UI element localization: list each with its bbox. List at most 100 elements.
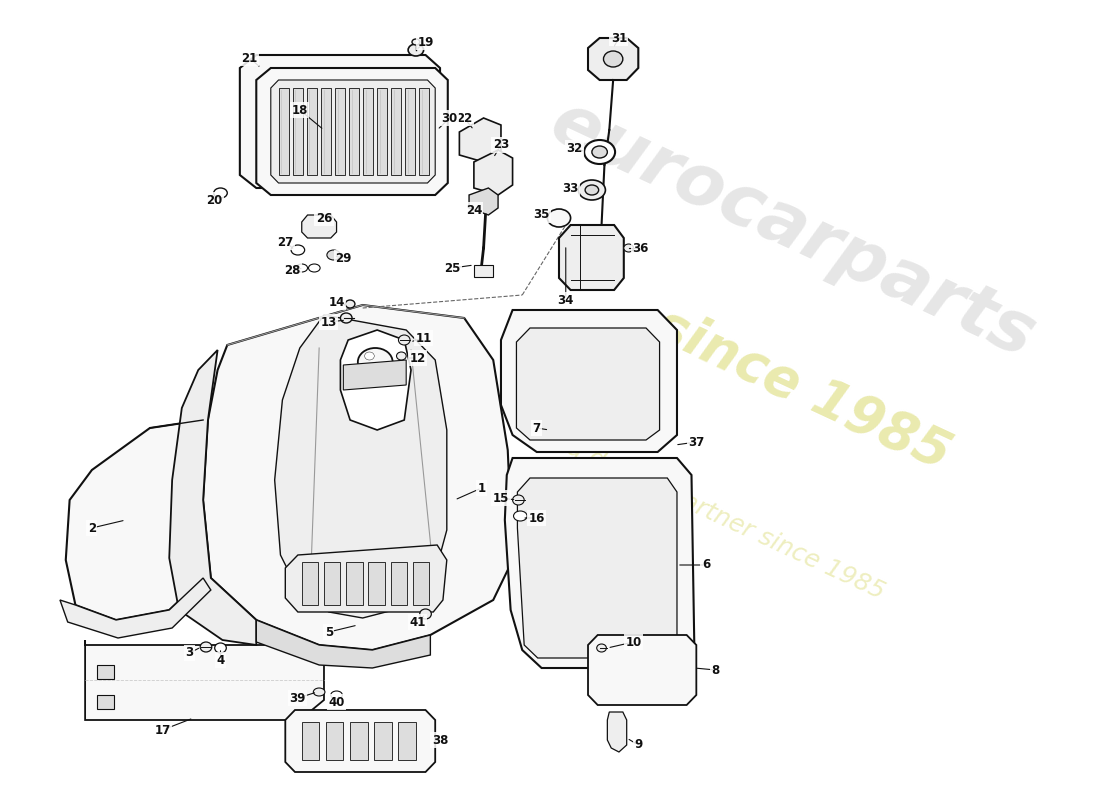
Text: 16: 16 (529, 511, 544, 525)
Polygon shape (334, 88, 345, 175)
Ellipse shape (548, 209, 571, 227)
Text: 36: 36 (632, 242, 648, 254)
Polygon shape (349, 88, 360, 175)
Polygon shape (390, 88, 402, 175)
Text: 19: 19 (417, 35, 433, 49)
Ellipse shape (213, 188, 228, 198)
Polygon shape (474, 150, 513, 195)
Polygon shape (368, 562, 385, 605)
Text: 31: 31 (610, 31, 627, 45)
Text: 10: 10 (625, 635, 641, 649)
Text: 21: 21 (241, 51, 257, 65)
Polygon shape (346, 562, 363, 605)
Polygon shape (60, 578, 211, 638)
Text: 30: 30 (441, 111, 458, 125)
Ellipse shape (331, 691, 342, 699)
Text: 1: 1 (477, 482, 486, 494)
Ellipse shape (358, 348, 393, 376)
Ellipse shape (420, 609, 431, 619)
Text: 22: 22 (456, 111, 472, 125)
Polygon shape (278, 88, 289, 175)
Text: 15: 15 (493, 491, 509, 505)
Polygon shape (85, 640, 324, 720)
Polygon shape (398, 722, 416, 760)
Polygon shape (326, 722, 343, 760)
Text: 29: 29 (336, 251, 352, 265)
Ellipse shape (592, 146, 607, 158)
Polygon shape (275, 315, 447, 618)
Text: 41: 41 (409, 615, 426, 629)
Polygon shape (271, 80, 436, 183)
Text: 2: 2 (88, 522, 96, 534)
Polygon shape (350, 722, 367, 760)
Ellipse shape (308, 264, 320, 272)
Polygon shape (390, 562, 407, 605)
Polygon shape (343, 360, 406, 390)
Ellipse shape (596, 644, 606, 652)
Ellipse shape (624, 244, 634, 252)
Polygon shape (419, 88, 429, 175)
Polygon shape (256, 68, 448, 195)
Text: 4: 4 (217, 654, 224, 666)
Text: eurocarparts: eurocarparts (540, 87, 1046, 373)
Text: 18: 18 (292, 103, 308, 117)
Text: since 1985: since 1985 (647, 299, 958, 481)
Ellipse shape (314, 688, 324, 696)
Polygon shape (412, 562, 429, 605)
Ellipse shape (214, 643, 227, 653)
Text: 39: 39 (289, 691, 306, 705)
Polygon shape (307, 88, 317, 175)
Text: 34: 34 (558, 294, 574, 306)
Polygon shape (559, 225, 624, 290)
Polygon shape (405, 88, 416, 175)
Ellipse shape (340, 313, 352, 323)
Ellipse shape (604, 51, 623, 67)
Ellipse shape (579, 180, 605, 200)
Ellipse shape (514, 511, 527, 521)
Text: 12: 12 (409, 351, 426, 365)
Ellipse shape (398, 335, 410, 345)
Polygon shape (320, 88, 331, 175)
Text: 26: 26 (316, 211, 332, 225)
Text: a dealer partner since 1985: a dealer partner since 1985 (562, 436, 888, 604)
Ellipse shape (513, 495, 525, 505)
Polygon shape (256, 620, 430, 668)
Text: 35: 35 (534, 209, 550, 222)
Polygon shape (301, 562, 318, 605)
Text: 20: 20 (207, 194, 223, 206)
FancyBboxPatch shape (474, 265, 493, 277)
Ellipse shape (584, 140, 615, 164)
Polygon shape (516, 328, 660, 440)
Polygon shape (240, 55, 440, 188)
Text: 14: 14 (329, 295, 344, 309)
FancyBboxPatch shape (97, 695, 114, 709)
Polygon shape (169, 350, 256, 645)
Polygon shape (66, 420, 208, 620)
Text: 11: 11 (416, 331, 431, 345)
Text: 13: 13 (321, 315, 337, 329)
Text: 38: 38 (432, 734, 448, 746)
Polygon shape (376, 88, 387, 175)
Polygon shape (460, 118, 500, 162)
Text: 32: 32 (566, 142, 583, 154)
Polygon shape (500, 310, 676, 452)
Polygon shape (505, 458, 694, 668)
Text: 25: 25 (444, 262, 461, 274)
Text: 7: 7 (532, 422, 541, 434)
Polygon shape (363, 88, 373, 175)
Polygon shape (588, 635, 696, 705)
Text: 27: 27 (277, 235, 294, 249)
Polygon shape (301, 215, 337, 238)
Text: 3: 3 (186, 646, 194, 659)
Ellipse shape (200, 642, 212, 652)
Polygon shape (301, 722, 319, 760)
Ellipse shape (364, 352, 374, 360)
Text: 28: 28 (284, 263, 300, 277)
Text: 6: 6 (702, 558, 711, 571)
Ellipse shape (585, 185, 598, 195)
Ellipse shape (327, 250, 340, 260)
Polygon shape (204, 305, 513, 650)
Text: 24: 24 (465, 203, 482, 217)
Text: 5: 5 (324, 626, 333, 638)
Polygon shape (285, 545, 447, 612)
